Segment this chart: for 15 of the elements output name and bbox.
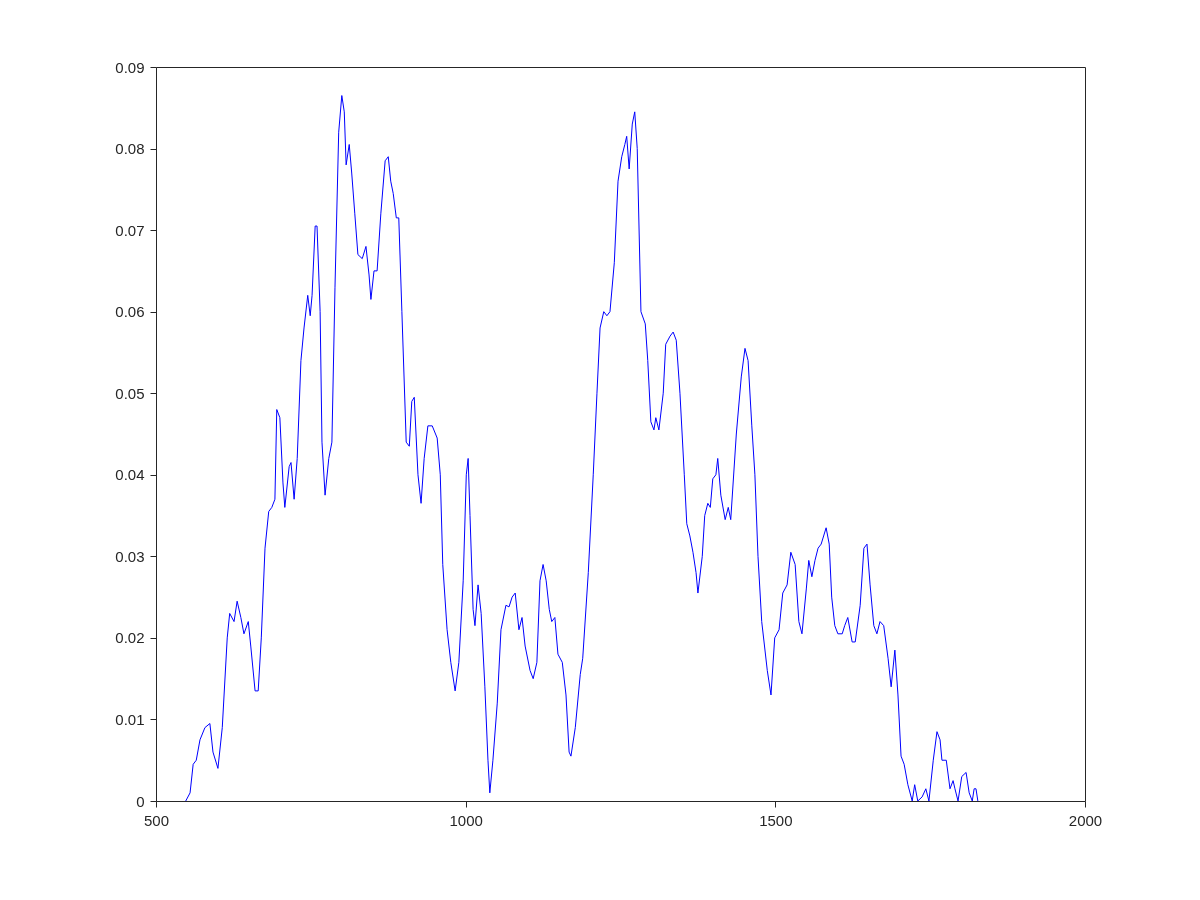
x-tick-label: 500 [143, 811, 170, 829]
y-tick-label: 0.05 [115, 384, 145, 402]
y-tick-label: 0.09 [115, 58, 145, 76]
y-tick-label: 0.01 [115, 710, 145, 728]
y-tick-label: 0.06 [115, 303, 145, 321]
y-tick-label: 0.03 [115, 547, 145, 565]
y-tick-label: 0.08 [115, 140, 145, 158]
y-tick-label: 0.02 [115, 629, 145, 647]
x-tick-label: 1000 [449, 811, 483, 829]
y-tick-label: 0.04 [115, 466, 145, 484]
line-series [185, 95, 979, 801]
x-tick-label: 1500 [759, 811, 793, 829]
y-tick-label: 0.07 [115, 221, 145, 239]
y-tick-label: 0 [136, 792, 145, 810]
x-tick-label: 2000 [1068, 811, 1103, 829]
